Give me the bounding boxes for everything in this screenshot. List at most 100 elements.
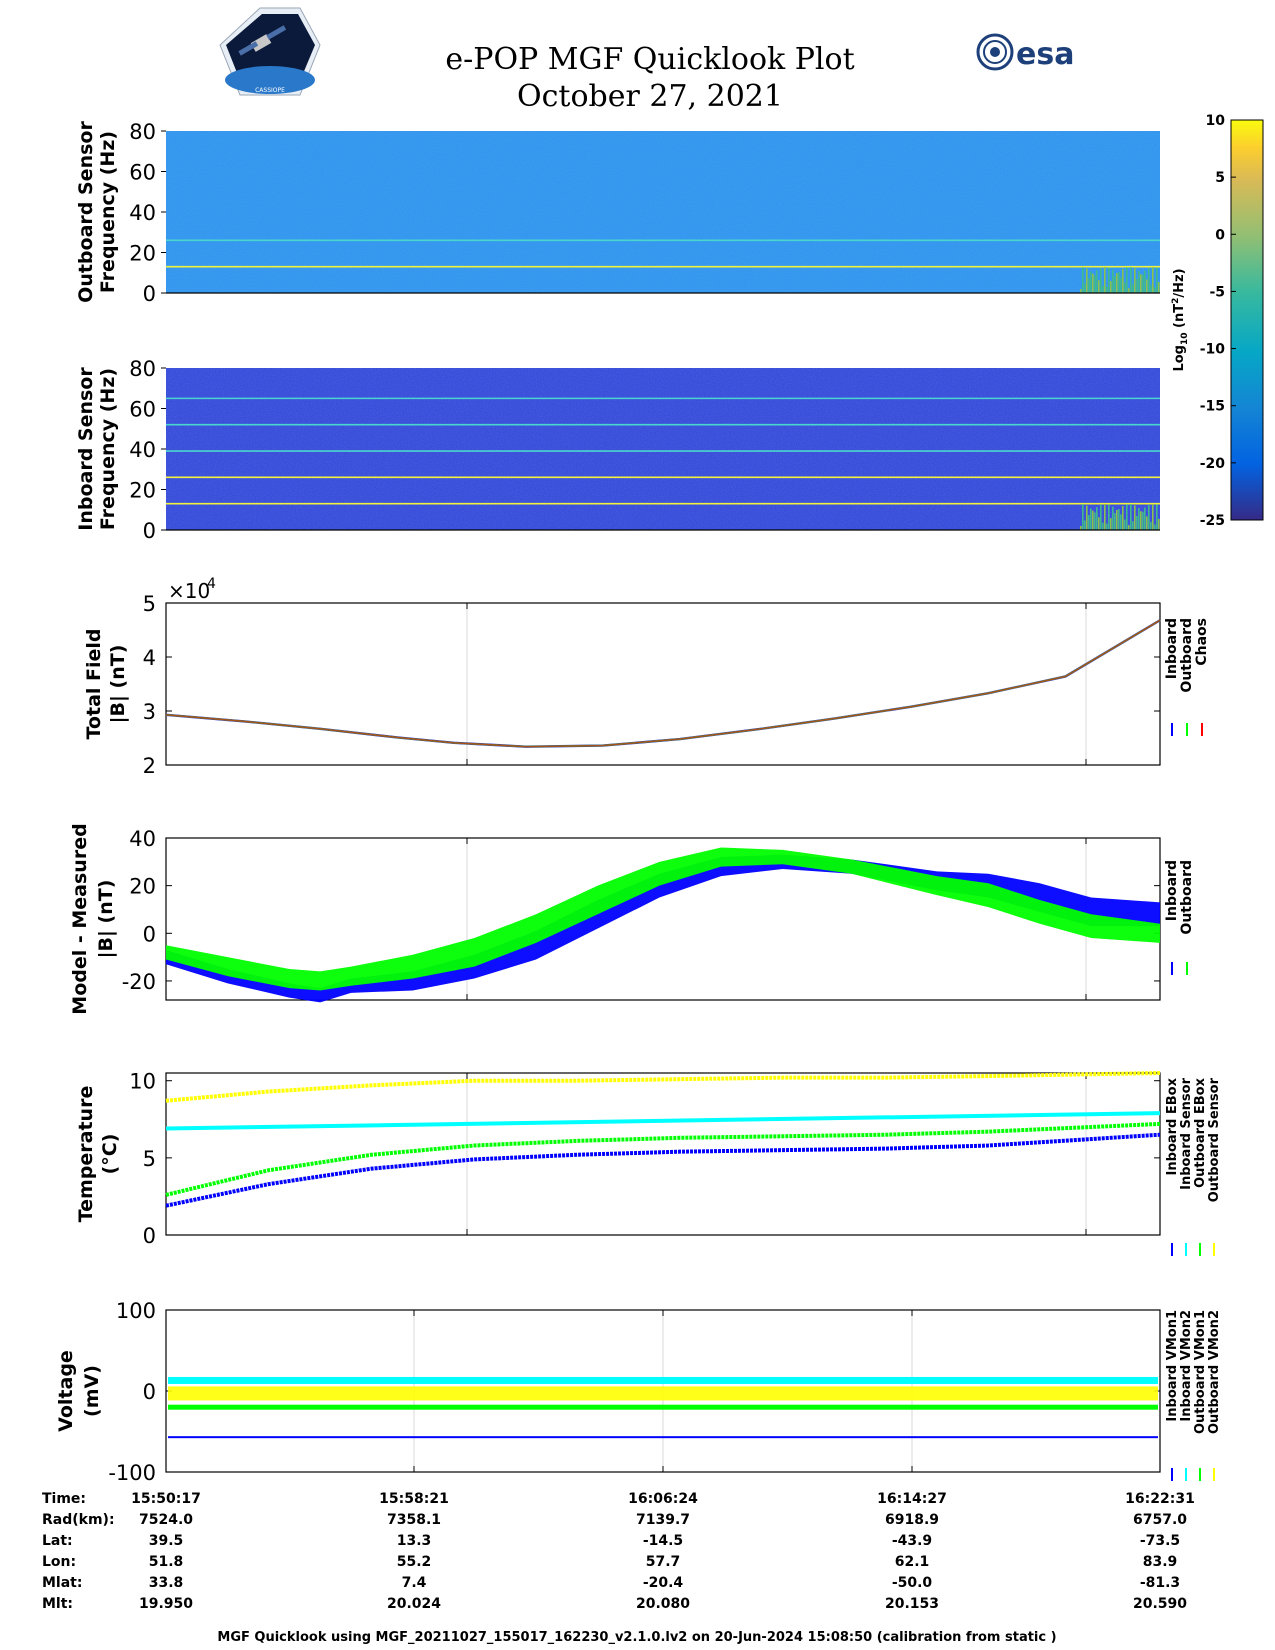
burst-mark <box>1126 504 1128 530</box>
burst-mark <box>1110 281 1112 293</box>
colorbar-tick-label: 10 <box>1206 113 1226 129</box>
cell-value: 51.8 <box>149 1554 184 1570</box>
burst-mark <box>1120 514 1122 530</box>
axis-multiplier: ×10 <box>168 579 210 603</box>
row-label: Mlat: <box>42 1575 82 1591</box>
y-axis-label: Outboard Sensor <box>75 121 97 303</box>
y-tick-label: 80 <box>129 120 156 144</box>
burst-mark <box>1132 521 1134 530</box>
legend-label: Outboard Sensor <box>1207 1077 1222 1202</box>
colorbar-tick-label: -25 <box>1200 513 1225 529</box>
burst-mark <box>1112 269 1114 293</box>
burst-mark <box>1106 523 1108 530</box>
burst-mark <box>1152 267 1154 293</box>
cell-value: -50.0 <box>892 1575 933 1591</box>
y-axis-label: |B| (nT) <box>107 645 129 724</box>
burst-mark <box>1114 513 1116 530</box>
burst-mark <box>1086 268 1088 293</box>
burst-mark <box>1090 508 1092 530</box>
cell-value: 57.7 <box>646 1554 681 1570</box>
cell-value: 15:50:17 <box>131 1491 201 1507</box>
colorbar-tick-label: 0 <box>1215 227 1225 243</box>
cell-value: 20.153 <box>885 1596 939 1612</box>
cell-value: -14.5 <box>643 1533 683 1549</box>
cell-value: 16:14:27 <box>877 1491 947 1507</box>
row-label: Lat: <box>42 1533 73 1549</box>
burst-mark <box>1082 504 1084 530</box>
burst-mark <box>1094 512 1096 530</box>
colorbar-tick-label: -20 <box>1200 456 1226 472</box>
y-axis-label: Inboard Sensor <box>75 367 97 531</box>
burst-mark <box>1118 271 1120 293</box>
series-outboard-vmon1 <box>168 1404 1158 1410</box>
burst-mark <box>1096 270 1098 293</box>
burst-mark <box>1100 267 1102 293</box>
burst-mark <box>1158 518 1160 530</box>
y-axis-label: Total Field <box>83 628 105 739</box>
burst-mark <box>1156 267 1158 293</box>
burst-mark <box>1098 280 1100 293</box>
colorbar-label: Log10 (nT2/Hz) <box>1171 268 1190 371</box>
legend-label: Inboard <box>1164 860 1180 921</box>
y-tick-label: 0 <box>143 922 156 946</box>
y-axis-label: (°C) <box>99 1134 121 1175</box>
y-tick-label: 40 <box>129 201 156 225</box>
series-inboard-vmon2 <box>168 1376 1158 1384</box>
legend-label: Outboard <box>1179 618 1195 693</box>
burst-mark <box>1100 504 1102 530</box>
burst-mark <box>1084 520 1086 530</box>
burst-mark <box>1134 268 1136 293</box>
series-chaos <box>165 619 1161 748</box>
burst-mark <box>1116 272 1118 293</box>
y-tick-label: -100 <box>108 1461 156 1485</box>
y-axis-label: Frequency (Hz) <box>97 131 119 293</box>
burst-mark <box>1084 283 1086 293</box>
cell-value: 6918.9 <box>885 1512 939 1528</box>
burst-mark <box>1142 511 1144 530</box>
row-label: Rad(km): <box>42 1512 115 1528</box>
colorbar-tick-label: -5 <box>1209 284 1225 300</box>
burst-mark <box>1136 515 1138 530</box>
y-tick-label: 20 <box>129 479 156 503</box>
series-outboard-vmon2 <box>168 1386 1158 1401</box>
y-axis-label: Model - Measured <box>69 823 91 1014</box>
inboard-spectrogram-noise <box>166 368 1160 530</box>
cell-value: 16:06:24 <box>628 1491 698 1507</box>
burst-mark <box>1104 504 1106 530</box>
burst-mark <box>1124 519 1126 530</box>
cell-value: 20.080 <box>636 1596 690 1612</box>
burst-mark <box>1118 508 1120 530</box>
cell-value: 7358.1 <box>387 1512 441 1528</box>
y-tick-label: 80 <box>129 357 156 381</box>
series-inboard-ebox <box>165 1132 1161 1208</box>
legend-label: Inboard EBox <box>1165 1077 1180 1175</box>
burst-mark <box>1106 286 1108 293</box>
burst-mark <box>1094 275 1096 293</box>
colorbar-tick-label: 5 <box>1215 170 1225 186</box>
cassiope-logo: CASSIOPE <box>219 7 321 96</box>
burst-mark <box>1122 268 1124 293</box>
y-axis-label: (mV) <box>81 1365 103 1417</box>
series-outboard-ebox <box>165 1121 1161 1197</box>
cell-value: 7139.7 <box>636 1512 690 1528</box>
burst-mark <box>1132 284 1134 293</box>
burst-mark <box>1128 525 1130 530</box>
burst-mark <box>1092 273 1094 293</box>
colorbar-tick-label: -10 <box>1200 342 1226 358</box>
burst-mark <box>1122 505 1124 530</box>
legend-label: Outboard VMon1 <box>1193 1310 1208 1434</box>
burst-mark <box>1130 504 1132 530</box>
burst-mark <box>1120 277 1122 293</box>
y-tick-label: 0 <box>143 1380 156 1404</box>
legend-label: Outboard <box>1179 860 1195 935</box>
legend-label: Outboard EBox <box>1193 1077 1208 1187</box>
cell-value: 39.5 <box>149 1533 184 1549</box>
burst-mark <box>1098 517 1100 530</box>
cell-value: 7524.0 <box>139 1512 193 1528</box>
burst-mark <box>1110 518 1112 530</box>
temperature-panel: 0 5 10 Temperature (°C) Inboard EBox Inboard S… <box>75 1070 1222 1256</box>
colorbar-gradient <box>1230 119 1264 521</box>
burst-mark <box>1096 507 1098 530</box>
y-tick-label: 100 <box>116 1299 156 1323</box>
y-tick-label: 4 <box>143 646 156 670</box>
